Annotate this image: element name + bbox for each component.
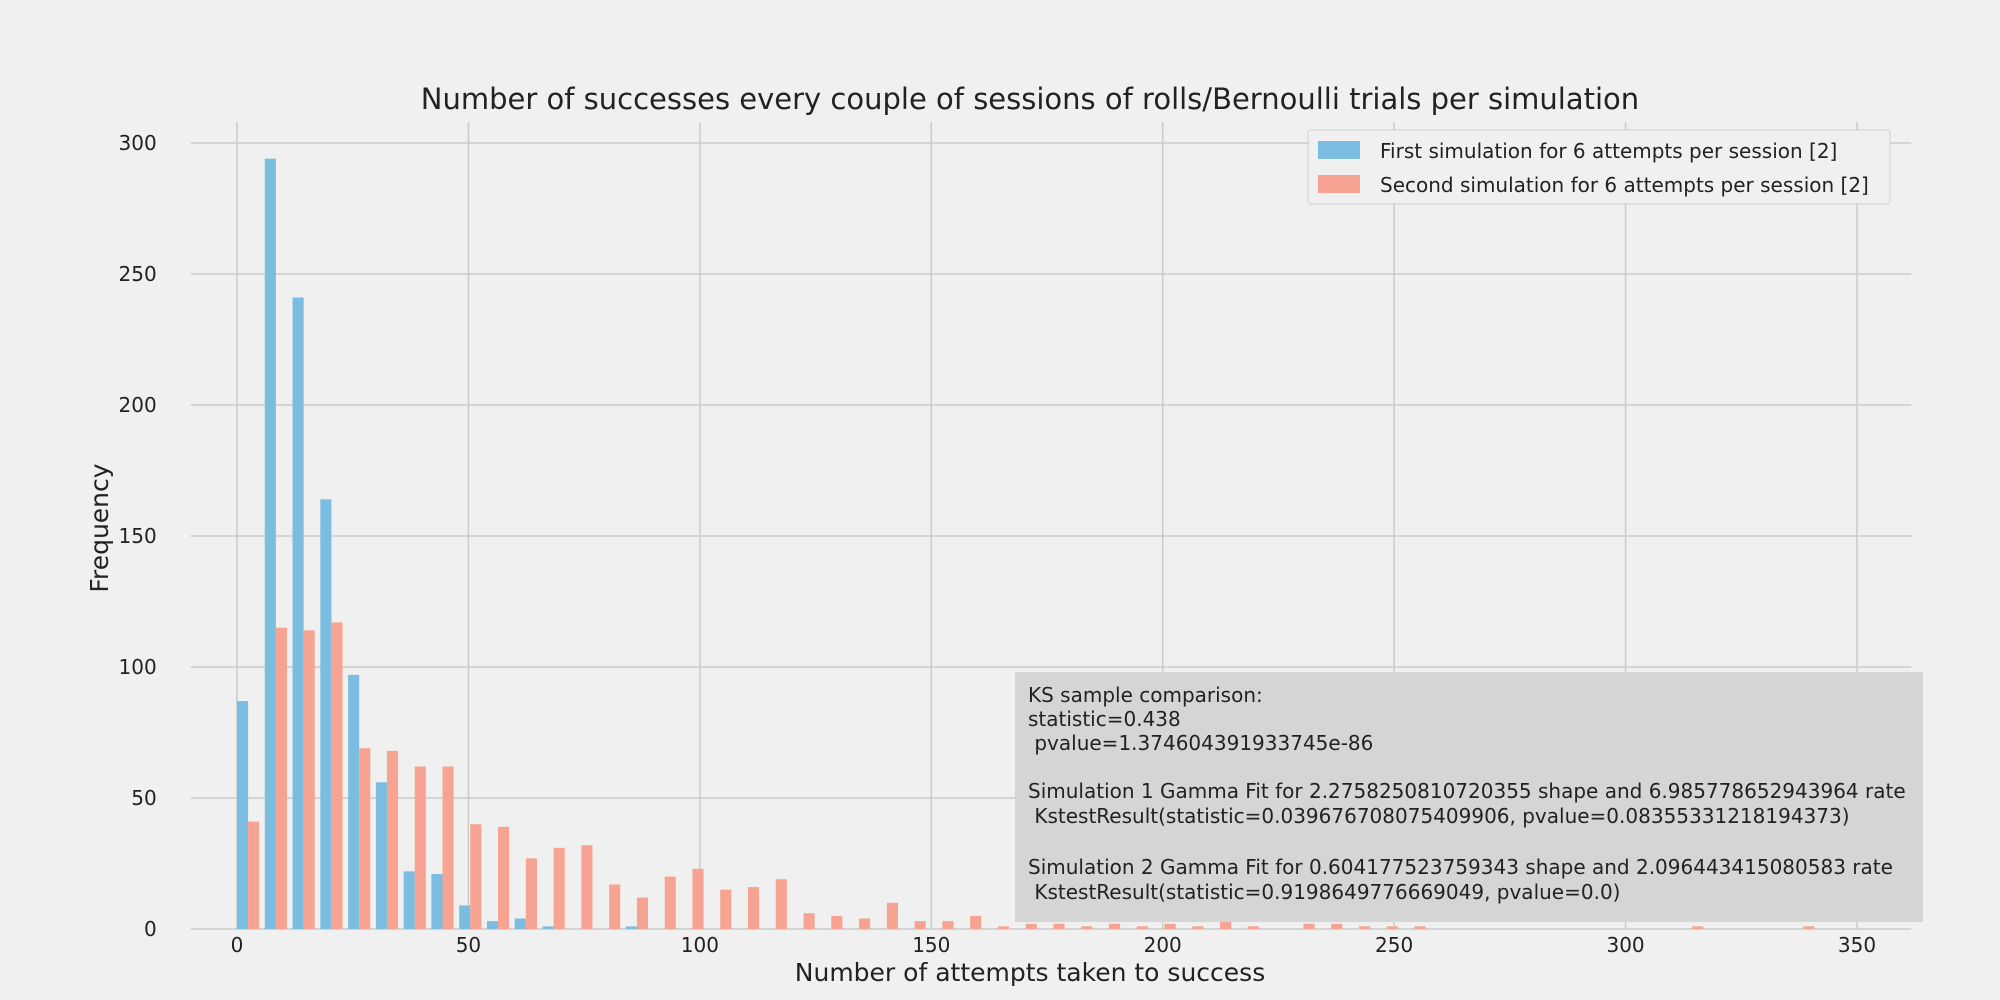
- annotation-line-9: KstestResult(statistic=0.919864977666904…: [1028, 880, 1620, 904]
- x-tick-label: 200: [1144, 933, 1182, 957]
- bar-series-2: [386, 750, 399, 929]
- bar-series-2: [1386, 926, 1398, 929]
- bar-series-2: [414, 766, 426, 929]
- y-axis-label: Frequency: [85, 463, 114, 592]
- bar-series-2: [1025, 923, 1037, 929]
- bar-series-2: [1692, 926, 1704, 929]
- bar-series-2: [636, 897, 649, 929]
- y-tick-label: 50: [131, 786, 156, 810]
- bar-series-1: [264, 158, 276, 930]
- y-tick-label: 150: [119, 524, 157, 548]
- bar-series-2: [997, 926, 1010, 929]
- legend-label-series-1: First simulation for 6 attempts per sess…: [1380, 139, 1837, 163]
- bar-series-2: [1136, 926, 1148, 929]
- y-tick-label: 300: [119, 131, 157, 155]
- bar-series-2: [1803, 926, 1815, 929]
- legend-frame: [1307, 129, 1891, 205]
- bar-series-2: [859, 918, 871, 929]
- bar-series-2: [1109, 923, 1121, 929]
- bar-series-2: [1303, 923, 1315, 929]
- bar-series-2: [1247, 926, 1259, 929]
- tick-labels: 0 50 100 150 200 250 300 0 50 100 150 200 250 300 350: [119, 131, 1877, 957]
- bar-series-2: [1053, 923, 1065, 929]
- legend-swatch-series-1: [1318, 141, 1360, 159]
- bar-series-2: [553, 847, 565, 929]
- bar-series-2: [470, 824, 482, 929]
- annotation-line-3: pvalue=1.374604391933745e-86: [1028, 731, 1373, 755]
- ks-annotation-box: KS sample comparison: statistic=0.438 pv…: [1015, 672, 1923, 922]
- bar-series-1: [486, 921, 499, 929]
- bar-series-1: [625, 926, 637, 929]
- x-axis-label: Number of attempts taken to success: [795, 958, 1265, 987]
- x-tick-label: 50: [456, 933, 481, 957]
- bar-series-2: [1331, 923, 1343, 929]
- y-tick-label: 0: [144, 917, 157, 941]
- bar-series-2: [498, 826, 510, 929]
- bars: [237, 158, 1815, 930]
- bar-series-2: [275, 627, 287, 929]
- bar-series-1: [375, 782, 387, 929]
- x-tick-label: 250: [1375, 933, 1413, 957]
- y-tick-label: 200: [119, 393, 157, 417]
- bar-series-1: [237, 701, 249, 929]
- bar-series-2: [303, 630, 315, 929]
- bar-series-2: [942, 921, 954, 929]
- bar-series-2: [248, 821, 260, 929]
- bar-series-2: [720, 889, 732, 929]
- bar-series-2: [914, 921, 926, 929]
- annotation-line-5: Simulation 1 Gamma Fit for 2.27582508107…: [1028, 779, 1906, 803]
- bar-series-1: [403, 871, 415, 929]
- annotation-line-6: KstestResult(statistic=0.039676708075409…: [1028, 804, 1850, 828]
- bar-series-2: [1081, 926, 1093, 929]
- y-tick-label: 250: [119, 262, 157, 286]
- legend: First simulation for 6 attempts per sess…: [1307, 129, 1891, 205]
- bar-series-2: [1414, 926, 1426, 929]
- bar-series-2: [1192, 926, 1204, 929]
- bar-series-2: [581, 845, 593, 929]
- bar-series-1: [292, 297, 304, 930]
- bar-series-2: [970, 915, 982, 929]
- bar-series-1: [459, 905, 471, 929]
- bar-series-2: [775, 879, 787, 929]
- bar-series-2: [692, 868, 704, 929]
- x-tick-label: 300: [1606, 933, 1644, 957]
- bar-series-2: [747, 887, 760, 929]
- x-tick-label: 150: [912, 933, 950, 957]
- bar-series-2: [1164, 923, 1176, 929]
- bar-series-1: [320, 499, 332, 929]
- bar-series-2: [525, 858, 537, 929]
- bar-series-2: [359, 748, 371, 929]
- bar-series-2: [331, 622, 343, 929]
- bar-series-2: [664, 876, 676, 929]
- bar-series-2: [803, 913, 815, 929]
- bar-series-2: [831, 915, 843, 929]
- bar-series-2: [609, 884, 621, 929]
- bar-series-2: [1220, 918, 1232, 929]
- bar-series-2: [442, 766, 454, 929]
- bar-series-1: [431, 873, 443, 929]
- annotation-background: [1015, 672, 1923, 922]
- bar-series-1: [542, 926, 554, 929]
- bar-series-1: [514, 918, 526, 929]
- chart-title: Number of successes every couple of sess…: [421, 82, 1639, 116]
- annotation-line-1: KS sample comparison:: [1028, 683, 1263, 707]
- legend-label-series-2: Second simulation for 6 attempts per ses…: [1380, 173, 1869, 197]
- annotation-line-2: statistic=0.438: [1028, 707, 1181, 731]
- bar-series-2: [886, 902, 898, 929]
- bar-series-2: [1358, 926, 1371, 929]
- x-tick-label: 0: [231, 933, 244, 957]
- annotation-line-8: Simulation 2 Gamma Fit for 0.60417752375…: [1028, 855, 1893, 879]
- x-tick-label: 350: [1838, 933, 1876, 957]
- y-tick-label: 100: [119, 655, 157, 679]
- legend-swatch-series-2: [1318, 175, 1360, 193]
- bar-series-1: [348, 674, 360, 929]
- x-tick-label: 100: [681, 933, 719, 957]
